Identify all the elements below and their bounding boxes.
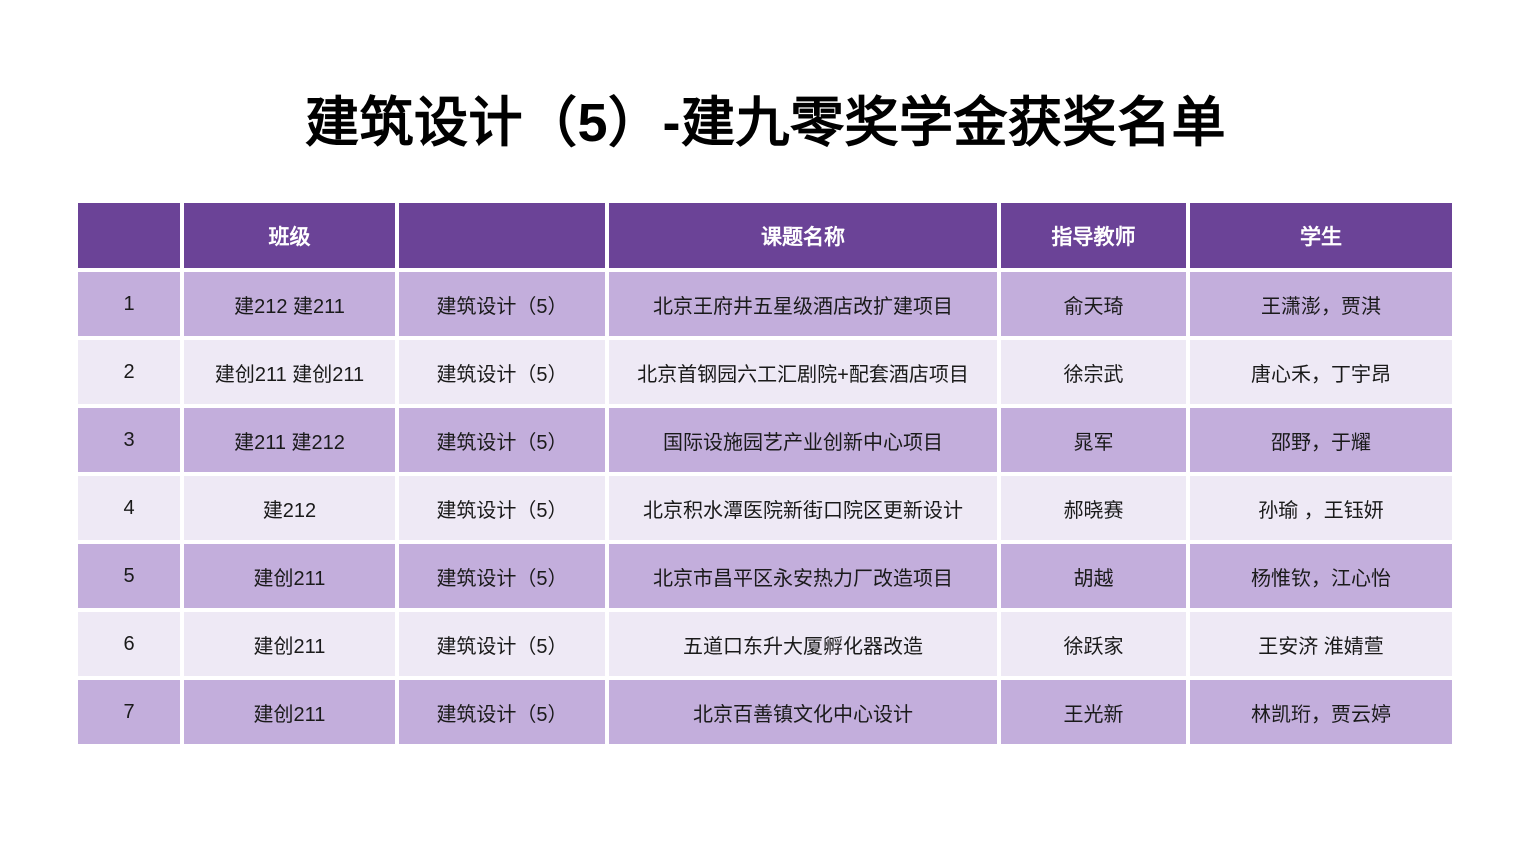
awards-table: 班级 课题名称 指导教师 学生 1 建212 建211 建筑设计（5） 北京王府井五星…	[78, 203, 1452, 744]
students-cell: 王潇澎，贾淇	[1190, 272, 1452, 336]
students-cell: 孙瑜 ，王钰妍	[1190, 476, 1452, 540]
col-header-students: 学生	[1190, 203, 1452, 268]
advisor-cell: 俞天琦	[1001, 272, 1186, 336]
row-number-cell: 7	[78, 680, 180, 744]
students-cell: 林凯珩，贾云婷	[1190, 680, 1452, 744]
col-header-course	[399, 203, 605, 268]
row-number-cell: 5	[78, 544, 180, 608]
project-cell: 北京王府井五星级酒店改扩建项目	[609, 272, 997, 336]
row-number-cell: 3	[78, 408, 180, 472]
class-cell: 建212 建211	[184, 272, 395, 336]
advisor-cell: 晁军	[1001, 408, 1186, 472]
row-number-cell: 1	[78, 272, 180, 336]
class-cell: 建创211	[184, 544, 395, 608]
project-cell: 北京积水潭医院新街口院区更新设计	[609, 476, 997, 540]
advisor-cell: 王光新	[1001, 680, 1186, 744]
col-header-project: 课题名称	[609, 203, 997, 268]
students-cell: 邵野，于耀	[1190, 408, 1452, 472]
students-cell: 唐心禾，丁宇昂	[1190, 340, 1452, 404]
class-cell: 建211 建212	[184, 408, 395, 472]
page-title: 建筑设计（5）-建九零奖学金获奖名单	[304, 93, 1226, 153]
course-cell: 建筑设计（5）	[399, 612, 605, 676]
advisor-cell: 郝晓赛	[1001, 476, 1186, 540]
row-number-cell: 4	[78, 476, 180, 540]
project-cell: 五道口东升大厦孵化器改造	[609, 612, 997, 676]
project-cell: 北京首钢园六工汇剧院+配套酒店项目	[609, 340, 997, 404]
col-header-class: 班级	[184, 203, 395, 268]
project-cell: 北京市昌平区永安热力厂改造项目	[609, 544, 997, 608]
class-cell: 建创211	[184, 612, 395, 676]
class-cell: 建创211 建创211	[184, 340, 395, 404]
students-cell: 杨惟钦，江心怡	[1190, 544, 1452, 608]
advisor-cell: 胡越	[1001, 544, 1186, 608]
project-cell: 国际设施园艺产业创新中心项目	[609, 408, 997, 472]
col-header-advisor: 指导教师	[1001, 203, 1186, 268]
course-cell: 建筑设计（5）	[399, 544, 605, 608]
course-cell: 建筑设计（5）	[399, 680, 605, 744]
class-cell: 建212	[184, 476, 395, 540]
project-cell: 北京百善镇文化中心设计	[609, 680, 997, 744]
col-header-index	[78, 203, 180, 268]
course-cell: 建筑设计（5）	[399, 340, 605, 404]
students-cell: 王安济 淮婧萱	[1190, 612, 1452, 676]
advisor-cell: 徐跃家	[1001, 612, 1186, 676]
course-cell: 建筑设计（5）	[399, 476, 605, 540]
advisor-cell: 徐宗武	[1001, 340, 1186, 404]
course-cell: 建筑设计（5）	[399, 408, 605, 472]
course-cell: 建筑设计（5）	[399, 272, 605, 336]
row-number-cell: 2	[78, 340, 180, 404]
row-number-cell: 6	[78, 612, 180, 676]
class-cell: 建创211	[184, 680, 395, 744]
